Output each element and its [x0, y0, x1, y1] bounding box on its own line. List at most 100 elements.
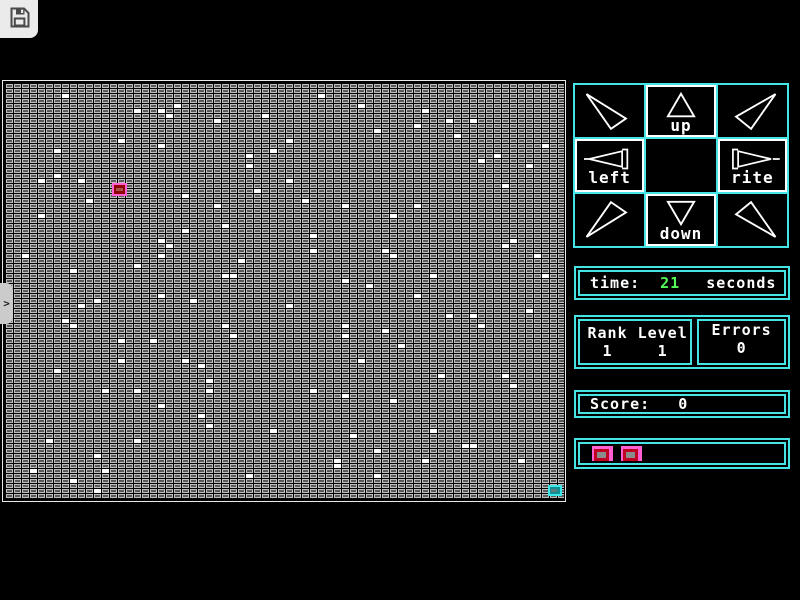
left-button[interactable]: left	[575, 139, 645, 192]
lit-cell	[382, 249, 389, 253]
lit-cell	[358, 359, 365, 363]
up-left-button[interactable]	[575, 85, 645, 138]
lit-cell	[310, 234, 317, 238]
score-panel: Score: 0	[574, 390, 790, 418]
time-label: time:	[590, 274, 641, 292]
time-unit: seconds	[706, 274, 777, 292]
lit-cell	[534, 254, 541, 258]
up-right-button[interactable]	[717, 85, 787, 138]
lit-cell	[190, 299, 197, 303]
lit-cell	[78, 179, 85, 183]
time-panel: time: 21 seconds	[574, 266, 790, 300]
down-button[interactable]: down	[646, 193, 716, 246]
lit-cell	[502, 244, 509, 248]
lit-cell	[206, 389, 213, 393]
lit-cell	[150, 339, 157, 343]
lit-cell	[438, 374, 445, 378]
lit-cell	[358, 104, 365, 108]
lit-cell	[94, 299, 101, 303]
arrow-right-icon	[721, 146, 783, 172]
lit-cell	[62, 319, 69, 323]
arrow-up-right-icon	[721, 88, 783, 134]
arrow-left-icon	[579, 146, 641, 172]
arrow-down-right-icon	[721, 197, 783, 243]
lit-cell	[134, 439, 141, 443]
up-button[interactable]: up	[646, 85, 716, 138]
score-value: 0	[678, 395, 689, 413]
level-value: 1	[657, 342, 668, 360]
slide-out-tab[interactable]: >	[0, 283, 13, 324]
lit-cell	[422, 459, 429, 463]
lit-cell	[414, 204, 421, 208]
lit-cell	[54, 174, 61, 178]
lit-cell	[510, 239, 517, 243]
lit-cell	[214, 119, 221, 123]
lit-cell	[270, 429, 277, 433]
errors-value: 0	[736, 339, 747, 357]
lit-cell	[422, 109, 429, 113]
lit-cell	[182, 194, 189, 198]
lit-cell	[238, 259, 245, 263]
lit-cell	[446, 314, 453, 318]
lit-cell	[38, 214, 45, 218]
lit-cell	[62, 94, 69, 98]
lit-cell	[374, 474, 381, 478]
score-panel-inner: Score: 0	[578, 394, 786, 414]
lit-cell	[214, 204, 221, 208]
chevron-right-icon: >	[3, 297, 10, 310]
lit-cell	[430, 429, 437, 433]
errors-label: Errors	[711, 321, 772, 339]
lit-cell	[494, 154, 501, 158]
lit-cell	[54, 149, 61, 153]
lit-cell	[502, 374, 509, 378]
lit-cell	[286, 139, 293, 143]
lit-cell	[70, 324, 77, 328]
rite-button[interactable]: rite	[717, 139, 787, 192]
lit-cell	[542, 144, 549, 148]
lit-cell	[398, 344, 405, 348]
lit-cell	[198, 414, 205, 418]
lit-cell	[462, 444, 469, 448]
lit-cell	[174, 104, 181, 108]
rank-label: Rank	[587, 324, 628, 342]
lit-cell	[134, 389, 141, 393]
lit-cell	[94, 489, 101, 493]
lit-cell	[342, 394, 349, 398]
lit-cell	[470, 119, 477, 123]
maze-grid[interactable]	[6, 84, 564, 498]
errors-box: Errors 0	[697, 319, 786, 365]
time-value: 21	[660, 274, 681, 292]
lit-cell	[334, 459, 341, 463]
left-button-label: left	[588, 167, 631, 187]
lit-cell	[414, 124, 421, 128]
down-button-label: down	[659, 224, 703, 244]
lives-panel	[574, 438, 790, 469]
lit-cell	[134, 264, 141, 268]
rank-level-box: Rank 1 Level 1	[578, 319, 693, 365]
rank-errors-panel: Rank 1 Level 1 Errors 0	[574, 315, 790, 369]
lit-cell	[518, 459, 525, 463]
lit-cell	[366, 284, 373, 288]
lit-cell	[46, 439, 53, 443]
lit-cell	[470, 314, 477, 318]
direction-pad: up left rite down	[573, 83, 789, 248]
lit-cell	[286, 304, 293, 308]
player-cell	[112, 183, 127, 196]
lit-cell	[206, 424, 213, 428]
lit-cell	[254, 189, 261, 193]
down-left-button[interactable]	[575, 193, 645, 246]
lit-cell	[206, 379, 213, 383]
lit-cell	[342, 279, 349, 283]
lit-cell	[70, 269, 77, 273]
rite-button-label: rite	[731, 167, 774, 187]
save-button[interactable]	[0, 0, 38, 38]
lit-cell	[510, 384, 517, 388]
lit-cell	[310, 249, 317, 253]
down-right-button[interactable]	[717, 193, 787, 246]
lit-cell	[246, 164, 253, 168]
lit-cell	[454, 134, 461, 138]
lit-cell	[22, 254, 29, 258]
lit-cell	[86, 199, 93, 203]
lit-cell	[70, 479, 77, 483]
